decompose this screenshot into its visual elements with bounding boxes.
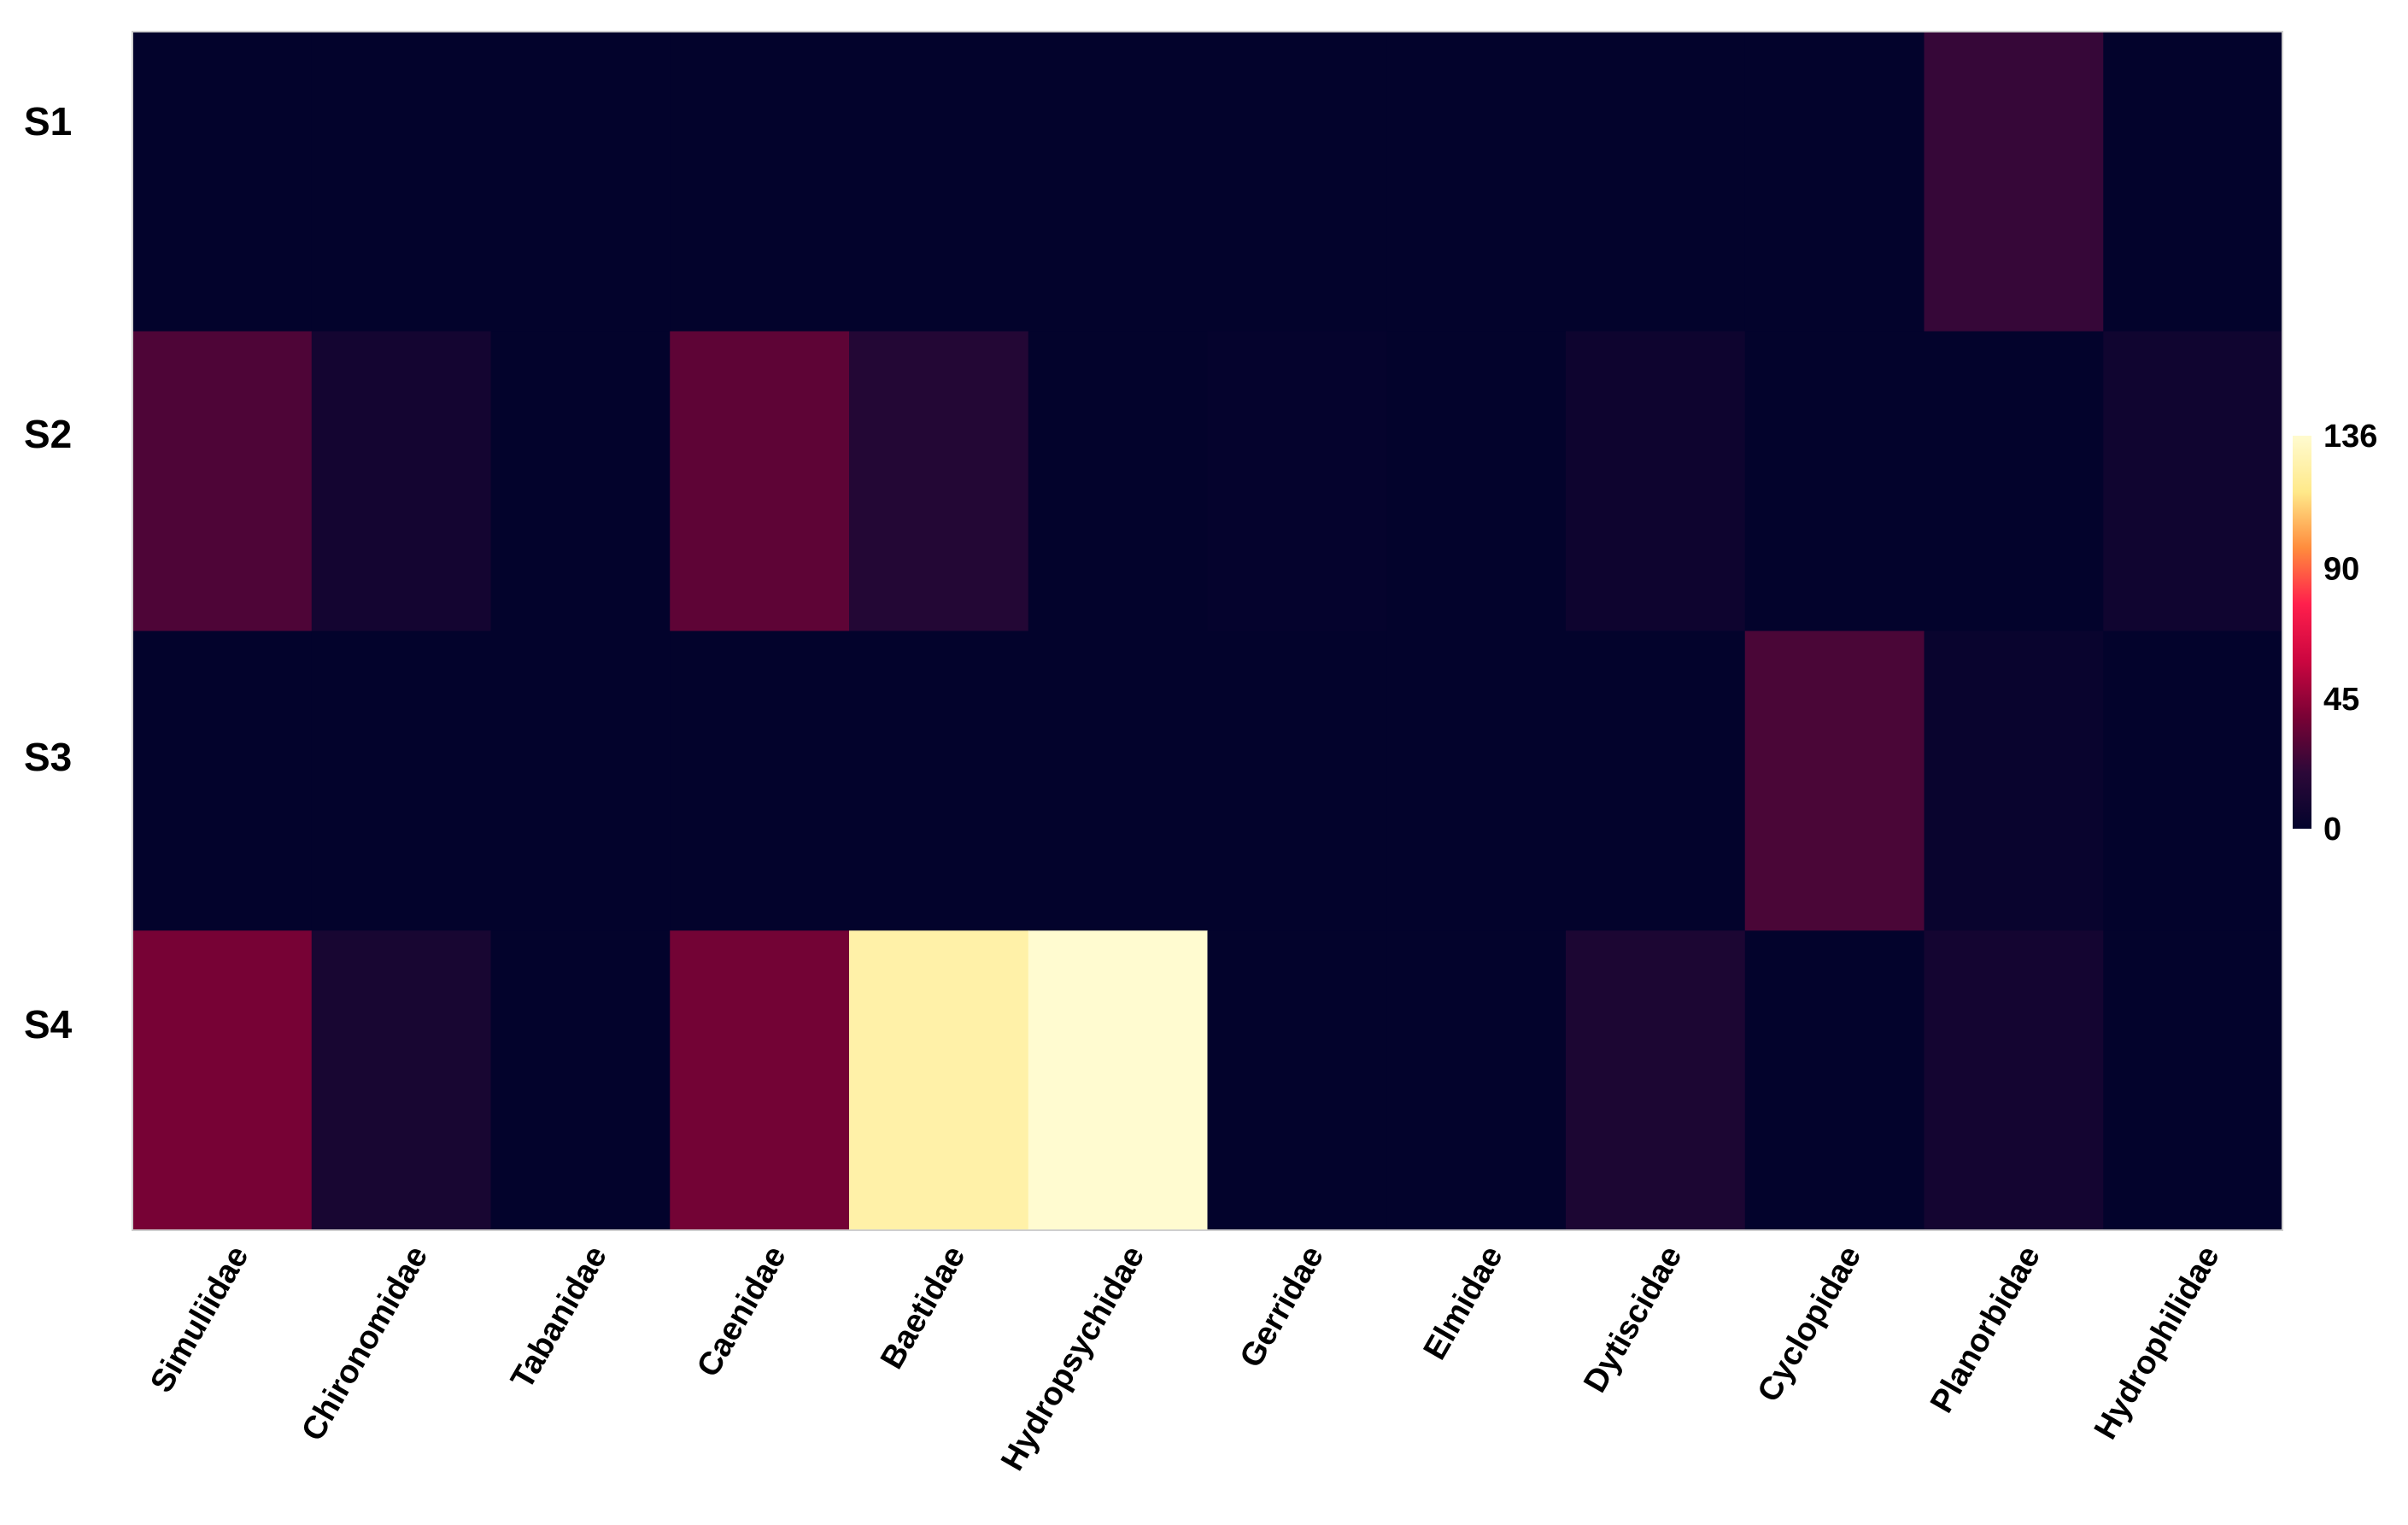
heatmap-cell-s4-gerridae	[1207, 930, 1387, 1231]
heatmap-cell-s1-hydropsychidae	[1028, 32, 1209, 332]
heatmap-cells	[132, 31, 2283, 1231]
colorbar-tick-0: 0	[2323, 812, 2341, 848]
heatmap-cell-s2-chironomidae	[311, 331, 492, 632]
heatmap-cell-s1-chironomidae	[311, 32, 492, 332]
column-label-baetidae: Baetidae	[874, 1241, 973, 1375]
heatmap-cell-s4-baetidae	[849, 930, 1029, 1231]
heatmap-cell-s1-dytiscidae	[1566, 32, 1746, 332]
row-label-s2: S2	[24, 412, 72, 456]
heatmap-cell-s1-baetidae	[849, 32, 1029, 332]
colorbar: 0 45 90 136	[2293, 419, 2377, 848]
heatmap-cell-s4-planorbidae	[1924, 930, 2104, 1231]
heatmap-cell-s1-hydrophilidae	[2103, 32, 2283, 332]
column-label-hydropsychidae: Hydropsychidae	[994, 1241, 1151, 1477]
heatmap-cell-s3-simuliidae	[132, 631, 313, 931]
heatmap-cell-s3-gerridae	[1207, 631, 1387, 931]
heatmap-cell-s3-planorbidae	[1924, 631, 2104, 931]
heatmap-cell-s3-cyclopidae	[1744, 631, 1925, 931]
colorbar-tick-136: 136	[2323, 419, 2377, 455]
heatmap-cell-s4-cyclopidae	[1744, 930, 1925, 1231]
colorbar-tick-90: 90	[2323, 552, 2359, 588]
heatmap-cell-s4-elmidae	[1386, 930, 1567, 1231]
heatmap-cell-s1-elmidae	[1386, 32, 1567, 332]
heatmap-cell-s1-tabanidae	[490, 32, 671, 332]
heatmap-cell-s3-hydrophilidae	[2103, 631, 2283, 931]
heatmap-cell-s4-hydropsychidae	[1028, 930, 1209, 1231]
heatmap-cell-s2-dytiscidae	[1566, 331, 1746, 632]
heatmap-cell-s4-simuliidae	[132, 930, 313, 1231]
column-label-hydrophilidae: Hydrophilidae	[2088, 1241, 2227, 1446]
heatmap-cell-s2-gerridae	[1207, 331, 1387, 632]
colorbar-ticks: 0 45 90 136	[2323, 419, 2377, 848]
column-label-tabanidae: Tabanidae	[504, 1241, 614, 1395]
heatmap-cell-s4-chironomidae	[311, 930, 492, 1231]
heatmap-cell-s2-caenidae	[670, 331, 850, 632]
heatmap-cell-s3-baetidae	[849, 631, 1029, 931]
heatmap-cell-s2-elmidae	[1386, 331, 1567, 632]
column-label-dytiscidae: Dytiscidae	[1577, 1241, 1689, 1399]
heatmap-cell-s1-gerridae	[1207, 32, 1387, 332]
colorbar-gradient	[2293, 436, 2311, 829]
heatmap-cell-s4-dytiscidae	[1566, 930, 1746, 1231]
heatmap-cell-s1-planorbidae	[1924, 32, 2104, 332]
column-label-chironomidae: Chironomidae	[295, 1241, 435, 1447]
heatmap-cell-s1-simuliidae	[132, 32, 313, 332]
heatmap-cell-s4-hydrophilidae	[2103, 930, 2283, 1231]
heatmap-cell-s3-tabanidae	[490, 631, 671, 931]
heatmap-cell-s3-elmidae	[1386, 631, 1567, 931]
column-label-planorbidae: Planorbidae	[1924, 1241, 2048, 1419]
heatmap-cell-s2-baetidae	[849, 331, 1029, 632]
row-label-s1: S1	[24, 99, 72, 144]
column-label-elmidae: Elmidae	[1417, 1241, 1510, 1366]
column-labels: Simuliidae Chironomidae Tabanidae Caenidae B…	[144, 1241, 2227, 1477]
column-label-caenidae: Caenidae	[690, 1241, 794, 1383]
heatmap-cell-s2-tabanidae	[490, 331, 671, 632]
heatmap-cell-s2-hydrophilidae	[2103, 331, 2283, 632]
row-label-s4: S4	[24, 1002, 73, 1047]
heatmap-cell-s2-simuliidae	[132, 331, 313, 632]
heatmap-cell-s3-hydropsychidae	[1028, 631, 1209, 931]
heatmap-cell-s2-cyclopidae	[1744, 331, 1925, 632]
plot-border	[132, 31, 2283, 1231]
heatmap-cell-s1-caenidae	[670, 32, 850, 332]
colorbar-tick-45: 45	[2323, 682, 2359, 718]
row-labels: S1 S2 S3 S4	[24, 99, 73, 1047]
column-label-cyclopidae: Cyclopidae	[1751, 1241, 1869, 1409]
heatmap-cell-s3-dytiscidae	[1566, 631, 1746, 931]
heatmap-cell-s4-tabanidae	[490, 930, 671, 1231]
column-label-simuliidae: Simuliidae	[144, 1241, 255, 1399]
heatmap-cell-s3-chironomidae	[311, 631, 492, 931]
row-label-s3: S3	[24, 735, 72, 779]
heatmap-cell-s4-caenidae	[670, 930, 850, 1231]
heatmap-cell-s1-cyclopidae	[1744, 32, 1925, 332]
column-label-gerridae: Gerridae	[1233, 1241, 1332, 1374]
heatmap-cell-s2-planorbidae	[1924, 331, 2104, 632]
heatmap-cell-s2-hydropsychidae	[1028, 331, 1209, 632]
heatmap-cell-s3-caenidae	[670, 631, 850, 931]
